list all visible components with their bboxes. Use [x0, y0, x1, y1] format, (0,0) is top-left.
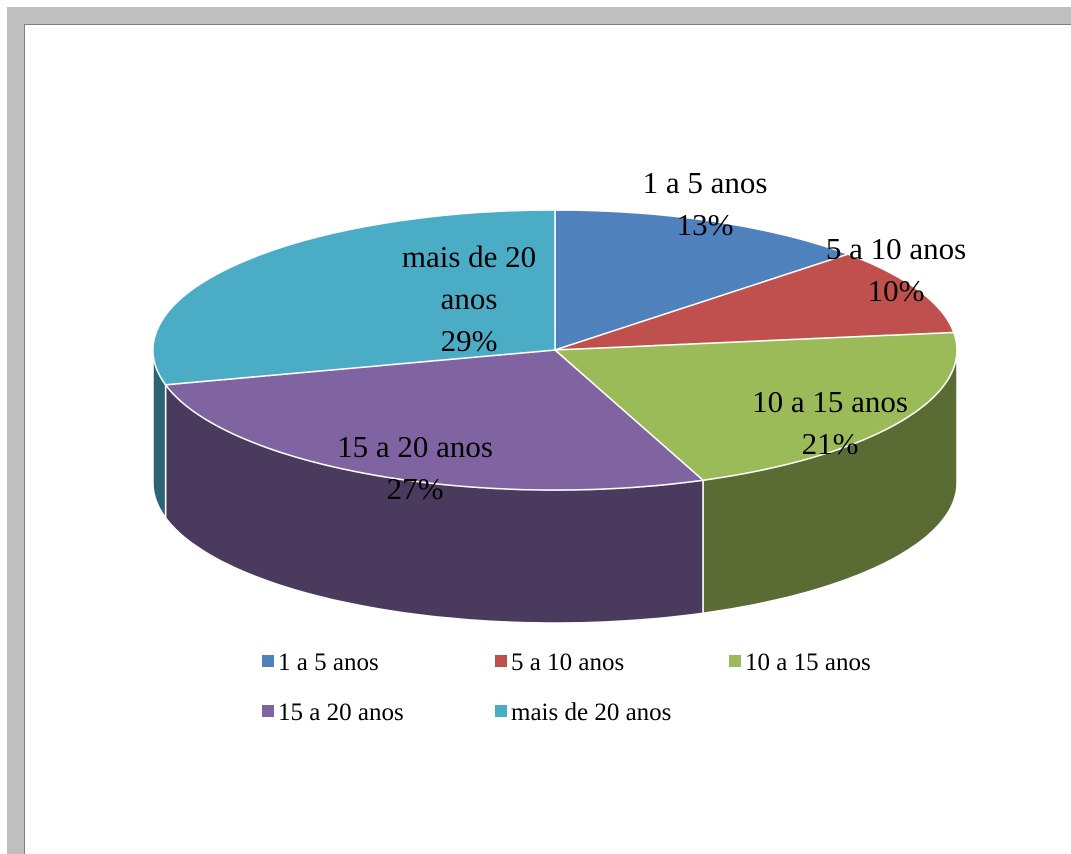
legend-label-15-a-20-anos: 15 a 20 anos [278, 699, 404, 726]
legend-label-1-a-5-anos: 1 a 5 anos [278, 649, 379, 676]
slice-label-10-a-15-anos: 10 a 15 anos 21% [752, 384, 908, 461]
slice-label-15-a-20-anos: 15 a 20 anos 27% [337, 429, 493, 506]
pie-slice-5-a-10-anos [554, 253, 955, 351]
legend-item-15-a-20-anos: 15 a 20 anos [262, 699, 404, 726]
legend-label-mais-de-20-anos: mais de 20 anos [511, 699, 671, 726]
slice-label-5-a-10-anos: 5 a 10 anos 10% [826, 231, 966, 308]
pie-slice-mais-de-20-anos [152, 209, 556, 386]
pie-slice-15-a-20-anos [164, 349, 705, 491]
legend-swatch-mais-de-20-anos [495, 705, 507, 717]
legend: 1 a 5 anos 5 a 10 anos 10 a 15 anos 15 a 20… [262, 649, 871, 726]
legend-swatch-10-a-15-anos [729, 655, 741, 667]
legend-item-1-a-5-anos: 1 a 5 anos [262, 649, 379, 676]
legend-label-10-a-15-anos: 10 a 15 anos [745, 649, 871, 676]
legend-swatch-15-a-20-anos [262, 705, 274, 717]
legend-swatch-1-a-5-anos [262, 655, 274, 667]
legend-item-10-a-15-anos: 10 a 15 anos [729, 649, 871, 676]
legend-label-5-a-10-anos: 5 a 10 anos [511, 649, 624, 676]
pie-slice-1-a-5-anos [554, 209, 851, 352]
slice-label-1-a-5-anos: 1 a 5 anos 13% [643, 165, 768, 242]
slice-labels: 1 a 5 anos 13% 5 a 10 anos 10% 10 a 15 anos 2… [337, 165, 966, 506]
legend-swatch-5-a-10-anos [495, 655, 507, 667]
pie-tops [152, 209, 958, 491]
legend-item-mais-de-20-anos: mais de 20 anos [495, 699, 671, 726]
legend-item-5-a-10-anos: 5 a 10 anos [495, 649, 624, 676]
slice-label-mais-de-20-anos: mais de 20 anos 29% [402, 239, 536, 358]
pie-slice-10-a-15-anos [553, 331, 958, 481]
